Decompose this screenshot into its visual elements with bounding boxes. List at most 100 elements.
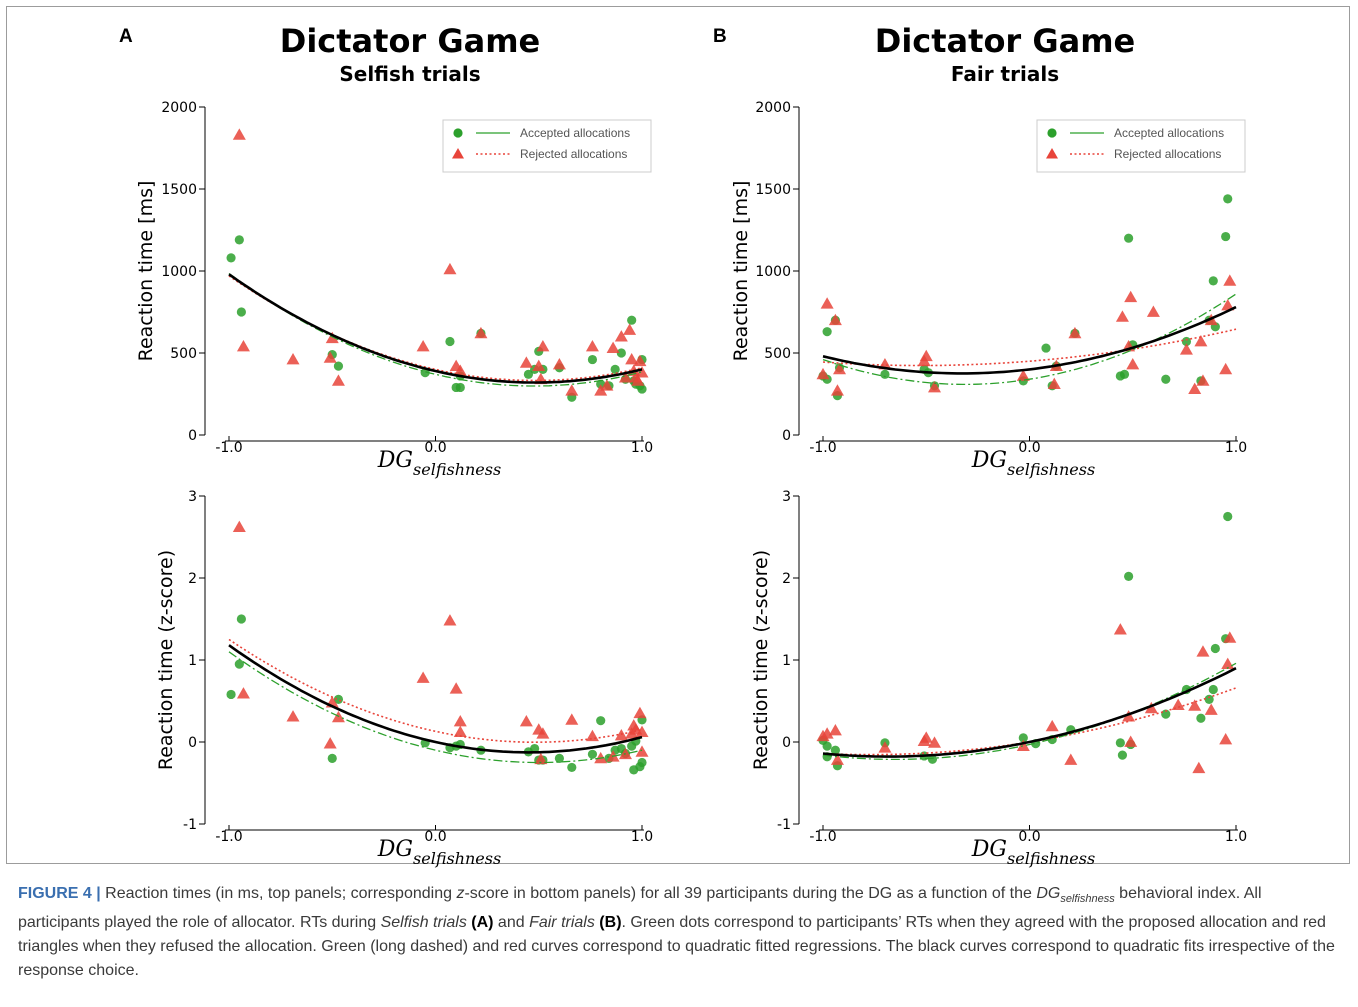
caption-text-4: . Green dots correspond to participants’… — [18, 914, 1335, 980]
plot2-rejected-point — [536, 727, 550, 739]
plot2-rejected-point — [534, 752, 548, 765]
plot2-rejected-point — [286, 710, 300, 722]
plot2-rejected-point — [633, 706, 647, 719]
plot0-rejected-point — [536, 339, 550, 352]
plot0-accepted-point — [333, 361, 344, 371]
plot3-ytick-label: 3 — [782, 489, 791, 505]
plot1-ytick-label: 1500 — [755, 182, 791, 198]
plot2-accepted-point — [234, 659, 244, 669]
plot3-overall-fit — [822, 667, 1237, 758]
plot1-accepted-point — [1041, 343, 1051, 353]
plot1-rejected-point — [928, 380, 942, 393]
plot2-rejected-point — [443, 614, 457, 626]
plot0-rejected-point — [635, 366, 649, 378]
plot2-accepted-point — [596, 716, 606, 726]
plot0-accepted-point — [610, 364, 620, 374]
plot0-rejected-point — [443, 262, 457, 275]
caption-and: and — [493, 914, 530, 932]
plot1-xtick-label: 0.0 — [1018, 440, 1040, 456]
caption-text-1: Reaction times (in ms, top panels; corre… — [100, 885, 457, 902]
plot2-accepted-fit — [228, 651, 643, 764]
plot2-ytick-label: 1 — [188, 653, 197, 669]
panel-a-title: Dictator Game — [279, 22, 541, 60]
plot0-ytick-label: 2000 — [161, 100, 197, 116]
plot2-rejected-point — [453, 715, 467, 727]
plot0-accepted-point — [445, 336, 455, 347]
plot1-rejected-point — [1146, 305, 1160, 317]
plot0-ytick-label: 1000 — [161, 264, 197, 280]
plot1-y-label: Reaction time [ms] — [730, 181, 752, 362]
plot2-accepted-point — [637, 757, 647, 768]
plot0-rejected-point — [323, 351, 337, 363]
plot1-accepted-fit — [822, 293, 1237, 386]
plot1-ytick-label: 500 — [764, 346, 791, 362]
plot2-y-label: Reaction time (z-score) — [155, 550, 177, 770]
plot0-rejected-point — [552, 357, 566, 370]
caption-panel-a: (A) — [466, 914, 494, 932]
figure-caption: FIGURE 4 | Reaction times (in ms, top pa… — [18, 882, 1338, 983]
plot1-rejected-point — [1179, 343, 1193, 355]
plot0-rejected-point — [594, 384, 608, 396]
plot1-ytick-label: 0 — [782, 428, 791, 444]
plot1-rejected-point — [820, 297, 834, 309]
plot3-rejected-point — [928, 736, 942, 748]
plot1-rejected-point — [1219, 362, 1233, 375]
plot3-rejected-point — [1113, 623, 1127, 635]
plot0-overall-fit — [228, 273, 643, 384]
plot2-accepted-point — [530, 743, 540, 754]
caption-text-3: behavioral index. All participants playe… — [18, 885, 1262, 932]
plot0-accepted-point — [236, 307, 246, 317]
plot0-accepted-point — [637, 384, 647, 394]
plot3-rejected-point — [828, 724, 842, 736]
plot2-rejected-point — [519, 715, 533, 727]
plot3-rejected-point — [1122, 710, 1136, 722]
plot3-xtick-label: -1.0 — [809, 829, 836, 845]
plot3-accepted-point — [822, 741, 832, 751]
plot3-rejected-point — [1192, 761, 1206, 774]
plot1-legend-rejected-marker — [1046, 148, 1058, 159]
plot0-rejected-point — [618, 371, 632, 383]
plot3-accepted-point — [927, 754, 938, 764]
plot1-accepted-point — [1119, 369, 1130, 379]
plot2-rejected-point — [635, 725, 649, 738]
plot2-rejected-fit — [228, 638, 643, 743]
plot0-rejected-point — [232, 128, 246, 140]
caption-dg: DGselfishness — [1036, 885, 1115, 906]
panel-letter-b: B — [713, 26, 727, 47]
plot2-ytick-label: 3 — [188, 489, 197, 505]
plot3-accepted-point — [1210, 643, 1220, 654]
plot2-rejected-point — [416, 671, 430, 683]
plot2-rejected-point — [565, 713, 579, 725]
plot3-rejected-point — [820, 727, 834, 739]
plot1-rejected-point — [1047, 377, 1061, 390]
plot3-accepted-point — [1208, 684, 1218, 695]
plot3-rejected-point — [878, 741, 892, 753]
plot0-accepted-fit — [228, 272, 643, 387]
plot1-rejected-point — [830, 384, 844, 396]
plot1-rejected-point — [1223, 274, 1237, 286]
plot3-ytick-label: 0 — [782, 735, 791, 751]
plot1-x-label: DGselfishness — [971, 448, 1095, 479]
plot3-accepted-point — [1223, 511, 1233, 522]
plot0-rejected-point — [600, 379, 614, 391]
plot2-accepted-point — [587, 749, 598, 759]
plot1-legend-rejected-label: Rejected allocations — [1114, 147, 1221, 161]
plot0-rejected-point — [453, 364, 467, 376]
plot2-xtick-label: 0.0 — [424, 829, 446, 845]
plot0-rejected-point — [416, 339, 430, 352]
plot3-rejected-point — [1219, 733, 1233, 745]
plot0-accepted-point — [523, 369, 534, 379]
plot2-xtick-label: 1.0 — [631, 829, 653, 845]
plot0-accepted-point — [616, 348, 626, 358]
caption-fair: Fair trials — [529, 914, 595, 932]
plot2-overall-fit — [228, 644, 643, 754]
plot0-rejected-point — [623, 323, 637, 335]
plot1-rejected-point — [1016, 369, 1030, 381]
plot3-accepted-point — [830, 745, 840, 755]
plot3-accepted-point — [1196, 713, 1206, 723]
plot3-x-label: DGselfishness — [971, 837, 1095, 868]
plot1-rejected-point — [919, 349, 933, 362]
plot1-accepted-point — [1208, 276, 1218, 286]
plot2-ytick-label: 0 — [188, 735, 197, 751]
